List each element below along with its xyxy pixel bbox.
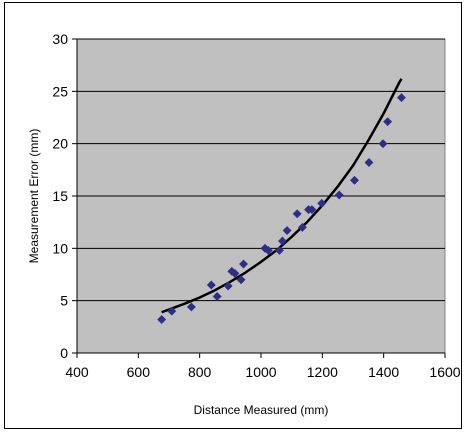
x-tick-label-600: 600 — [127, 364, 151, 380]
data-point — [349, 175, 360, 185]
x-tick-label-1200: 1200 — [307, 364, 338, 380]
data-point — [230, 268, 240, 279]
x-tick-label-1000: 1000 — [245, 364, 276, 380]
data-point — [212, 291, 222, 302]
y-tick-label-15: 15 — [52, 188, 68, 204]
data-point — [263, 245, 273, 255]
axes — [72, 38, 446, 358]
data-point — [282, 225, 292, 236]
y-axis-title: Measurement Error (mm) — [27, 129, 41, 264]
data-point — [317, 198, 327, 208]
data-point — [334, 190, 344, 200]
x-axis-title: Distance Measured (mm) — [194, 403, 329, 417]
data-point — [396, 93, 407, 103]
x-tick-label-1600: 1600 — [429, 364, 460, 380]
data-point — [223, 281, 233, 291]
data-point — [186, 302, 196, 312]
y-tick-label-25: 25 — [52, 83, 68, 99]
data-point — [206, 280, 216, 290]
y-tick-label-0: 0 — [60, 345, 68, 361]
y-tick-labels: 0 5 10 15 20 25 30 — [52, 31, 68, 361]
data-point — [157, 314, 167, 325]
data-points — [157, 93, 407, 325]
data-point — [307, 205, 317, 215]
data-point — [364, 157, 374, 168]
data-point — [297, 222, 307, 232]
data-point — [238, 259, 249, 269]
data-point — [378, 139, 388, 149]
y-tick-label-10: 10 — [52, 240, 68, 256]
data-point — [167, 306, 177, 316]
data-point — [383, 117, 393, 127]
y-tick-label-5: 5 — [60, 293, 68, 309]
x-tick-label-400: 400 — [65, 364, 89, 380]
data-point — [277, 236, 288, 246]
data-point — [236, 275, 246, 285]
x-tick-labels: 400 600 800 1000 1200 1400 1600 — [65, 364, 460, 380]
data-point — [292, 209, 302, 219]
y-tick-label-30: 30 — [52, 31, 68, 47]
y-tick-label-20: 20 — [52, 136, 68, 152]
x-tick-label-800: 800 — [188, 364, 212, 380]
data-point — [274, 245, 284, 255]
x-tick-label-1400: 1400 — [368, 364, 399, 380]
